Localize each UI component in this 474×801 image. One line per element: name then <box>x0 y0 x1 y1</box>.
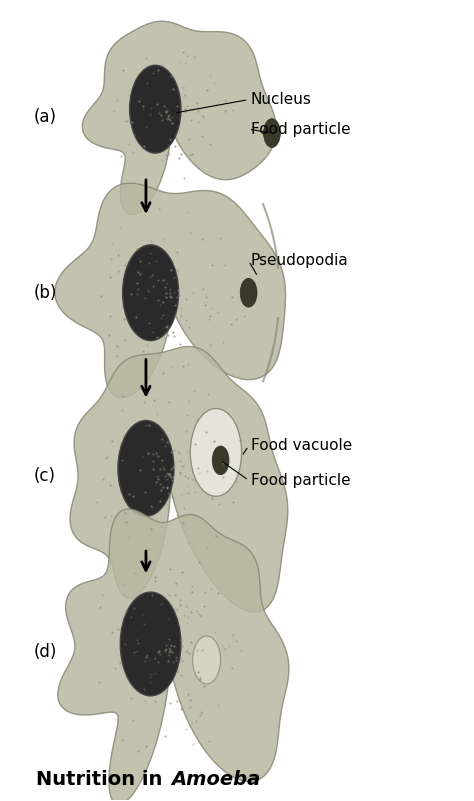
Circle shape <box>120 592 181 696</box>
Text: Pseudopodia: Pseudopodia <box>251 253 349 268</box>
Circle shape <box>129 65 181 153</box>
Polygon shape <box>70 347 288 612</box>
Circle shape <box>190 409 242 497</box>
Polygon shape <box>55 183 285 397</box>
Circle shape <box>240 279 257 307</box>
Text: Food particle: Food particle <box>251 473 351 488</box>
Text: Food particle: Food particle <box>251 122 351 137</box>
Circle shape <box>192 636 220 684</box>
Text: (d): (d) <box>34 643 57 661</box>
Polygon shape <box>82 21 276 215</box>
Circle shape <box>118 421 174 516</box>
Text: Nutrition in: Nutrition in <box>36 770 169 789</box>
Text: Amoeba: Amoeba <box>172 770 261 789</box>
Text: Food vacuole: Food vacuole <box>251 438 352 453</box>
Circle shape <box>264 119 280 147</box>
Polygon shape <box>58 509 289 801</box>
Circle shape <box>123 245 179 340</box>
Text: (b): (b) <box>34 284 57 302</box>
Text: (c): (c) <box>34 467 56 485</box>
Text: Nucleus: Nucleus <box>251 92 312 107</box>
Text: (a): (a) <box>34 108 57 126</box>
Circle shape <box>212 446 229 475</box>
